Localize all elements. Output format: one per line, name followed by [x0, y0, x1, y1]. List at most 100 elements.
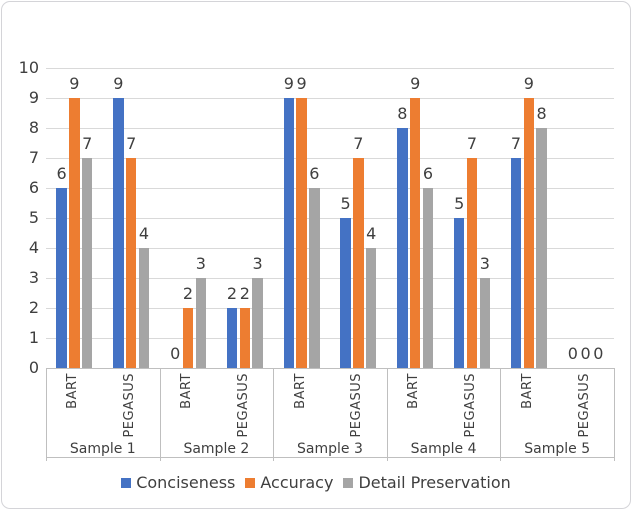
axis-group-separator — [159, 368, 161, 461]
legend-swatch-icon — [343, 478, 354, 488]
y-axis-tick-label: 1 — [28, 328, 39, 347]
bar-value-label: 0 — [567, 344, 578, 363]
bar-value-label: 9 — [296, 74, 307, 93]
gridline — [46, 248, 614, 249]
bar-value-label: 5 — [454, 194, 465, 213]
legend-item-accuracy: Accuracy — [245, 474, 333, 492]
model-axis-label: PEGASUS — [576, 373, 592, 438]
chart-legend: Conciseness Accuracy Detail Preservation — [2, 472, 630, 494]
bar-detail-preservation — [309, 188, 320, 368]
bar-conciseness — [283, 98, 295, 368]
gridline — [46, 98, 614, 99]
bar-detail-preservation — [252, 278, 263, 368]
sample-axis-label: Sample 1 — [69, 441, 136, 457]
bar-value-label: 0 — [593, 344, 604, 363]
y-axis-tick-label: 4 — [28, 238, 39, 257]
bar-value-label: 6 — [56, 164, 67, 183]
bar-detail-preservation — [479, 278, 491, 368]
axis-group-separator — [46, 368, 47, 461]
bar-value-label: 7 — [466, 134, 478, 153]
bar-value-label: 2 — [226, 284, 238, 303]
model-axis-label: PEGASUS — [349, 373, 365, 438]
sample-axis-label: Sample 4 — [410, 441, 477, 457]
legend-label: Detail Preservation — [358, 473, 511, 492]
gridline — [46, 338, 614, 339]
gridline — [46, 158, 614, 159]
bar-accuracy — [182, 308, 194, 368]
bar-value-label: 7 — [510, 134, 522, 153]
legend-swatch-icon — [121, 478, 132, 488]
bar-conciseness — [226, 308, 238, 368]
model-axis-label: PEGASUS — [463, 373, 478, 438]
bar-value-label: 8 — [397, 104, 408, 123]
bar-value-label: 0 — [580, 344, 591, 363]
y-axis-tick-label: 9 — [28, 88, 39, 107]
legend-item-detail-preservation: Detail Preservation — [343, 473, 511, 492]
bar-value-label: 2 — [239, 284, 250, 303]
legend-label: Accuracy — [260, 473, 334, 492]
bar-value-label: 4 — [366, 224, 377, 243]
bar-value-label: 9 — [69, 74, 80, 93]
bar-value-label: 3 — [195, 254, 206, 273]
gridline — [46, 218, 614, 219]
bar-detail-preservation — [422, 188, 434, 368]
y-axis-tick-label: 2 — [28, 298, 39, 317]
bar-value-label: 3 — [252, 254, 263, 273]
model-axis-label: BART — [406, 373, 422, 409]
bar-accuracy — [466, 158, 478, 368]
bar-accuracy — [239, 308, 251, 368]
bar-value-label: 9 — [523, 74, 534, 93]
gridline — [46, 278, 614, 279]
axis-group-separator — [273, 368, 275, 461]
y-axis-tick-label: 0 — [28, 358, 39, 377]
bar-detail-preservation — [138, 248, 150, 368]
bar-detail-preservation — [81, 158, 93, 368]
model-axis-label: BART — [519, 373, 535, 409]
sample-axis-label: Sample 3 — [297, 441, 363, 457]
model-axis-label: BART — [179, 373, 194, 409]
gridline — [46, 68, 614, 69]
bar-conciseness — [56, 188, 67, 368]
bar-detail-preservation — [536, 128, 547, 368]
bar-value-label: 7 — [82, 134, 93, 153]
bar-conciseness — [510, 158, 522, 368]
bar-value-label: 2 — [182, 284, 194, 303]
bar-value-label: 4 — [138, 224, 150, 243]
bar-value-label: 9 — [283, 74, 294, 93]
y-axis-tick-label: 7 — [28, 148, 39, 167]
bar-conciseness — [453, 218, 465, 368]
axis-group-separator — [614, 368, 615, 461]
bar-detail-preservation — [195, 278, 207, 368]
bar-accuracy — [353, 158, 364, 368]
bar-value-label: 5 — [340, 194, 351, 213]
bar-accuracy — [523, 98, 535, 368]
bar-conciseness — [113, 98, 124, 368]
bar-value-label: 0 — [170, 344, 181, 363]
y-axis-tick-label: 3 — [28, 268, 39, 287]
bar-value-label: 9 — [113, 74, 124, 93]
bar-conciseness — [397, 128, 408, 368]
gridline — [46, 128, 614, 129]
legend-label: Conciseness — [136, 473, 236, 492]
model-axis-label: BART — [292, 373, 308, 409]
legend-item-conciseness: Conciseness — [121, 474, 235, 492]
bar-conciseness — [340, 218, 351, 368]
bar-value-label: 7 — [353, 134, 364, 153]
sample-axis-label: Sample 5 — [524, 441, 591, 457]
axis-group-separator — [386, 368, 388, 461]
sample-axis-label: Sample 2 — [183, 441, 250, 457]
bar-value-label: 6 — [422, 164, 434, 183]
axis-group-separator — [500, 368, 502, 461]
gridline — [46, 368, 614, 369]
bar-accuracy — [296, 98, 307, 368]
model-axis-label: BART — [65, 373, 81, 409]
axis-box-bottom-line — [46, 457, 614, 458]
bar-accuracy — [125, 158, 137, 368]
legend-swatch-icon — [245, 478, 256, 488]
y-axis-tick-label: 6 — [28, 178, 39, 197]
model-axis-label: PEGASUS — [235, 373, 251, 438]
bar-value-label: 8 — [536, 104, 547, 123]
y-axis-tick-label: 5 — [28, 208, 39, 227]
